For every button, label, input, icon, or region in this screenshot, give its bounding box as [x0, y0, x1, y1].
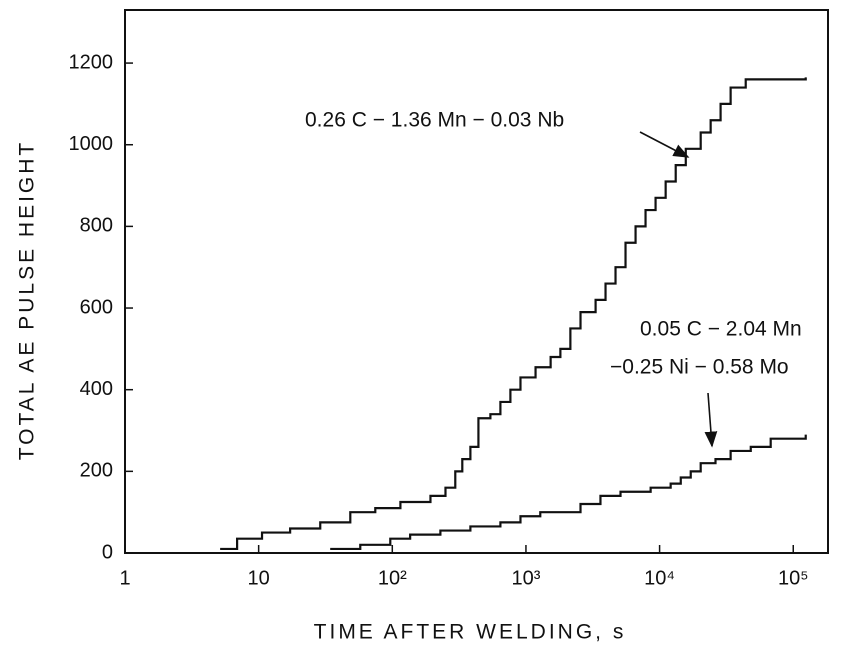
step-line [220, 77, 807, 551]
x-tick-label: 10 [248, 567, 270, 589]
annotation: 0.26 C − 1.36 Mn − 0.03 Nb [305, 109, 564, 132]
x-tick-label: 10² [378, 567, 407, 589]
annotation-arrow [639, 131, 690, 158]
x-tick-label: 10⁵ [778, 567, 809, 589]
plot-frame [124, 9, 829, 554]
y-tick-label: 600 [80, 296, 113, 318]
annotation: 0.05 C − 2.04 Mn [640, 318, 802, 341]
x-axis-label: TIME AFTER WELDING, s [314, 621, 627, 644]
annotation: −0.25 Ni − 0.58 Mo [610, 356, 789, 379]
x-tick-label: 10⁴ [644, 567, 675, 589]
y-tick-label: 1000 [69, 133, 114, 155]
y-tick-label: 1200 [69, 51, 114, 73]
y-axis-label: TOTAL AE PULSE HEIGHT [16, 140, 39, 461]
y-tick-label: 400 [80, 378, 113, 400]
y-tick-label: 200 [80, 460, 113, 482]
step-line [330, 434, 807, 551]
annotation-arrow [704, 392, 718, 448]
x-tick-label: 10³ [511, 567, 540, 589]
x-tick-label: 1 [119, 567, 130, 589]
y-tick-label: 0 [102, 541, 113, 563]
y-tick-label: 800 [80, 215, 113, 237]
